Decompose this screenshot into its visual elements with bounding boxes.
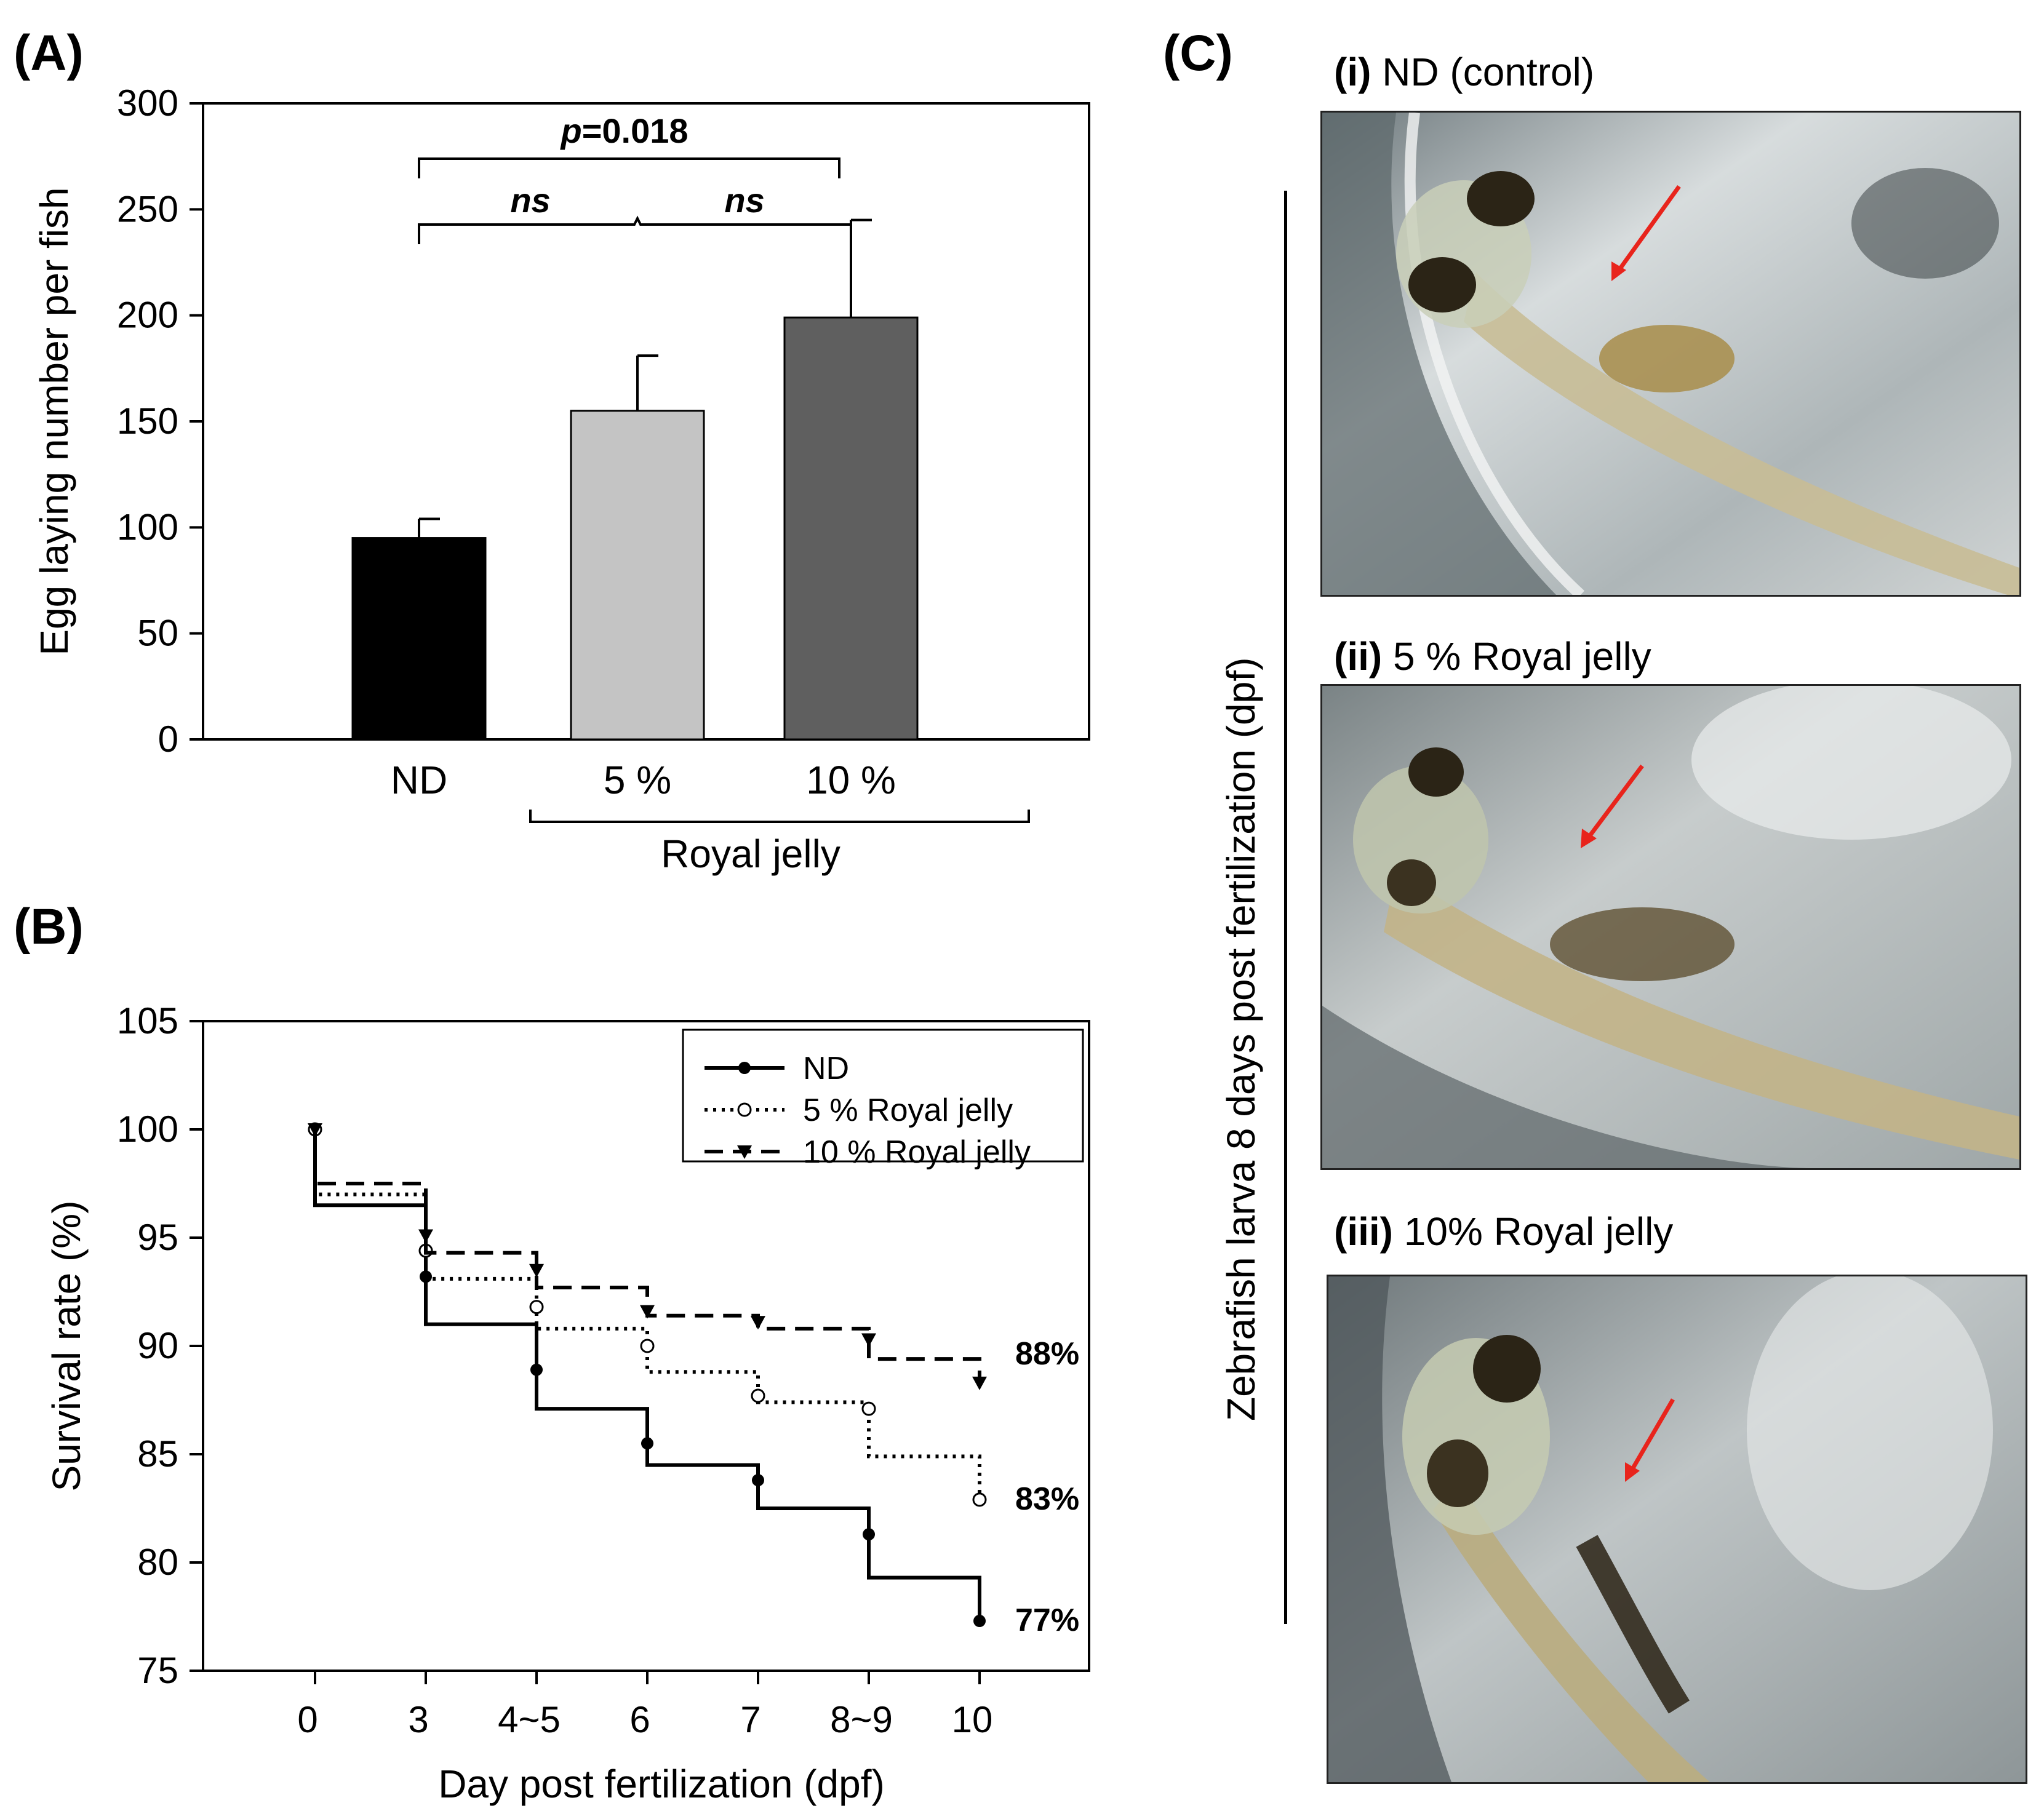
x-tick-label: 0 [297,1699,317,1740]
significance-brackets [418,157,852,244]
larva-photo-nd [1320,111,2021,597]
y-tick-label: 150 [117,400,178,442]
bar [351,537,487,741]
marker [529,1264,544,1278]
x-tick-label: 10 [952,1699,993,1740]
larva-photo-5-percent [1320,684,2021,1170]
panel-b-label: (B) [14,899,84,955]
legend: ND 5 % Royal jelly 10 % Royal jelly [682,1029,1084,1170]
ns-label-right: ns [724,181,764,220]
marker [418,1229,433,1243]
marker [529,1300,544,1315]
series-line [313,1129,981,1383]
bar [570,410,705,741]
y-tick-label: 85 [137,1433,178,1475]
series-line [313,1129,981,1622]
marker [752,1474,764,1487]
x-axis-label-b: Day post fertilization (dpf) [438,1762,885,1806]
y-tick-label: 80 [137,1542,178,1583]
y-tick-label: 200 [117,295,178,336]
panel-a-label: (A) [14,25,84,81]
marker [738,1062,751,1074]
bar [783,316,919,741]
y-axis-label: Egg laying number per fish [32,187,76,655]
end-label: 83% [1015,1481,1079,1517]
group-label-royal-jelly: Royal jelly [661,832,840,876]
marker [308,1123,322,1137]
bar-chart-egg-laying: 0 50 100 150 200 250 300 ND 5 % 10 % Egg laying … [32,82,1090,876]
x-tick-label: 3 [408,1699,428,1740]
marker [420,1270,432,1283]
x-tick-label: 5 % [604,758,671,802]
y-tick-label: 75 [137,1650,178,1691]
marker [973,1615,986,1628]
marker [530,1363,543,1376]
y-tick-label: 105 [117,1000,178,1041]
y-axis-label-b: Survival rate (%) [44,1201,89,1492]
marker [861,1333,876,1347]
end-label: 77% [1015,1602,1079,1638]
marker [863,1528,875,1541]
marker [751,1388,765,1403]
x-tick-label: ND [391,758,447,802]
arrow-icon [1585,764,1644,842]
legend-label: ND [803,1051,849,1086]
marker [640,1305,655,1319]
marker [751,1316,765,1330]
panel-c-label: (C) [1163,25,1233,81]
y-tick-label: 50 [137,613,178,654]
photo-caption-iii: (iii) 10% Royal jelly [1334,1209,1674,1254]
photo-caption-ii: (ii) 5 % Royal jelly [1334,634,1651,679]
y-tick-label: 100 [117,506,178,547]
arrow-icon [1627,1398,1675,1475]
y-tick-label: 95 [137,1217,178,1258]
marker [972,1376,987,1390]
arrow-icon [1615,185,1681,276]
photo-caption-i: (i) ND (control) [1334,50,1595,94]
marker [640,1339,655,1353]
marker [972,1492,987,1507]
marker [737,1102,752,1117]
royal-jelly-bracket [529,810,1030,823]
side-divider-line [1284,191,1287,1624]
marker [861,1401,876,1416]
p-value-label: p=0.018 [559,111,688,150]
vertical-side-label: Zebrafish larva 8 days post fertilizatio… [1219,657,1263,1421]
ns-label-left: ns [510,181,550,220]
y-tick-label: 0 [158,718,178,760]
x-tick-label: 8~9 [830,1699,893,1740]
x-tick-label: 6 [629,1699,650,1740]
end-label: 88% [1015,1336,1079,1372]
marker [737,1145,752,1159]
legend-label: 10 % Royal jelly [803,1134,1031,1170]
x-tick-label: 10 % [806,758,896,802]
y-tick-label: 100 [117,1109,178,1150]
marker [641,1437,653,1450]
x-tick-label: 4~5 [498,1699,561,1740]
y-tick-label: 90 [137,1325,178,1366]
legend-label: 5 % Royal jelly [803,1093,1013,1128]
larva-photo-10-percent [1327,1275,2027,1784]
y-tick-label: 250 [117,188,178,229]
y-tick-label: 300 [117,82,178,124]
x-tick-label: 7 [740,1699,761,1740]
